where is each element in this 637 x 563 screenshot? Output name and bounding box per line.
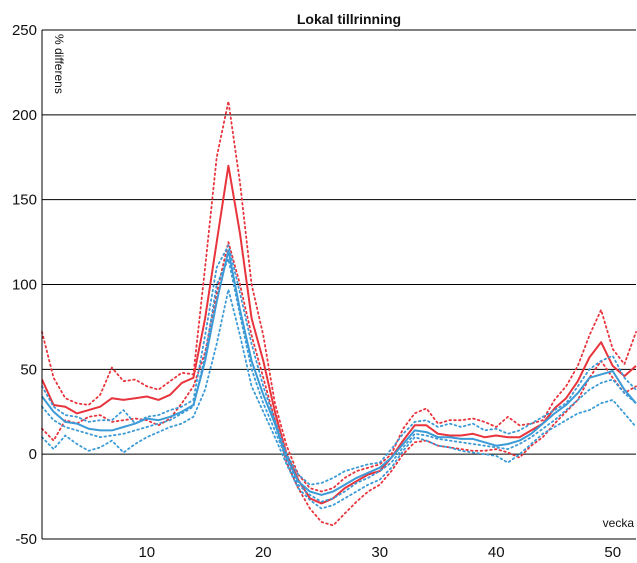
x-tick-label-0: 10: [138, 544, 155, 561]
gridlines: [42, 29, 636, 540]
y-tick-label-4: 150: [12, 192, 37, 209]
tick-labels: -50 0 50 100 150 200 250 10 20 30 40 50: [12, 22, 621, 561]
series-line-0: [41, 164, 637, 505]
chart-title: Lokal tillrinning: [297, 11, 401, 27]
y-tick-label-2: 50: [20, 361, 37, 378]
x-tick-label-2: 30: [371, 544, 388, 561]
series-line-1: [41, 100, 637, 493]
series-line-3: [41, 249, 637, 496]
series-line-4: [41, 244, 637, 486]
y-tick-label-6: 250: [12, 22, 37, 39]
series-line-5: [41, 288, 637, 510]
x-axis-label: vecka: [603, 516, 635, 530]
series-line-6: [41, 258, 637, 503]
y-tick-label-1: 0: [29, 446, 37, 463]
y-axis-label: % differens: [52, 34, 66, 94]
series-group: [41, 100, 637, 527]
x-tick-label-1: 20: [255, 544, 272, 561]
y-tick-label-3: 100: [12, 277, 37, 294]
y-tick-label-5: 200: [12, 107, 37, 124]
x-tick-label-4: 50: [604, 544, 621, 561]
y-tick-label-0: -50: [15, 531, 37, 548]
x-tick-label-3: 40: [488, 544, 505, 561]
